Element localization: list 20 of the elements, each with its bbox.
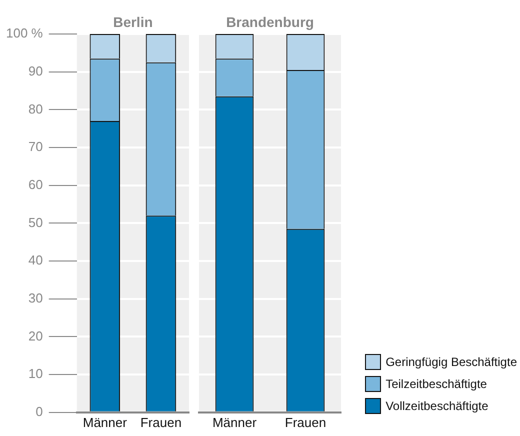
y-tick-label: 30 [28,290,43,306]
y-tick-label: 60 [28,176,43,192]
legend-label: Geringfügig Beschäftigte [386,355,517,369]
y-tick-label: 80 [28,101,43,116]
chart-title: Berlin [113,14,153,30]
legend-label: Teilzeitbeschäftigte [386,377,487,391]
x-tick-label: Männer [82,414,128,430]
legend-label: Vollzeitbeschäftigte [386,399,488,413]
y-tick-label: 10 [28,366,43,382]
y-tick-label: 20 [28,328,43,344]
y-tick-label: 90 [28,63,43,78]
x-tick-label: Frauen [284,414,326,430]
x-tick-label: Männer [212,414,258,430]
y-tick-label: 40 [28,252,43,268]
y-tick-label: 100 % [6,26,44,41]
y-tick-label: 70 [28,139,43,154]
chart-title: Brandenburg [226,14,314,30]
y-tick-label: 0 [36,404,43,419]
y-tick-label: 50 [28,214,43,230]
x-tick-label: Frauen [140,414,182,430]
